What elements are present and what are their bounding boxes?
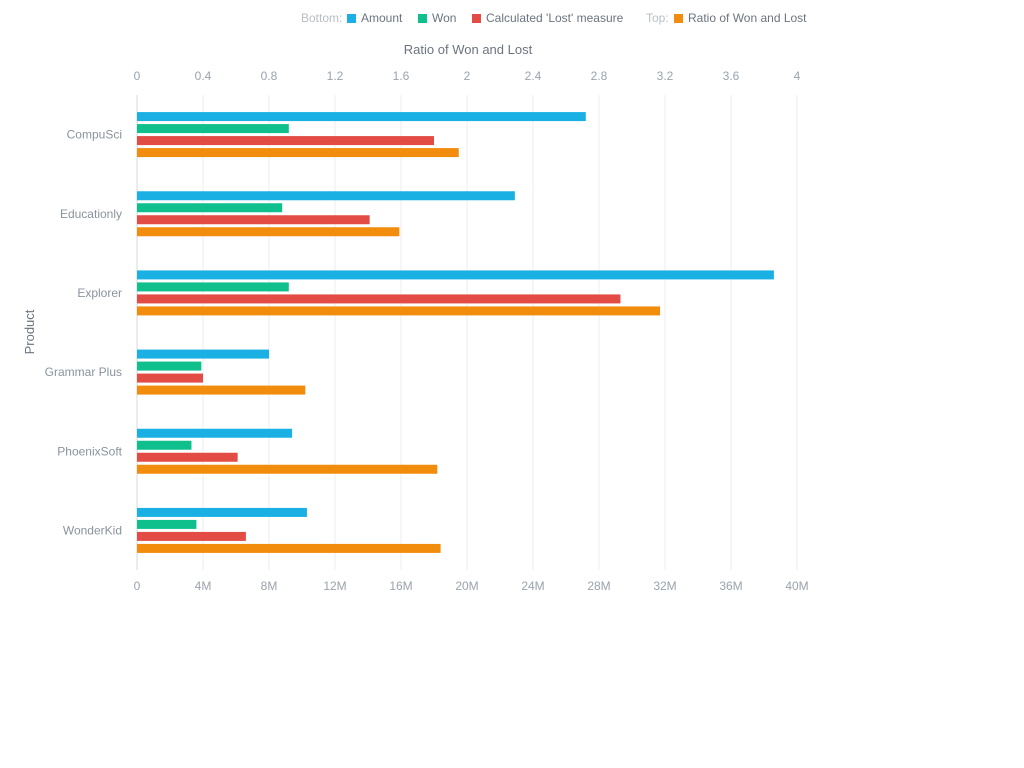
top-axis-tick-label: 2.4 <box>525 69 542 83</box>
bar <box>137 124 289 134</box>
bar <box>137 227 400 237</box>
category-label: PhoenixSoft <box>57 444 122 458</box>
bar <box>137 507 307 517</box>
bar <box>137 361 202 371</box>
bar <box>137 440 192 450</box>
bar <box>137 294 621 304</box>
bottom-axis-tick-label: 4M <box>195 579 212 593</box>
bottom-axis-tick-label: 36M <box>719 579 742 593</box>
bottom-axis-tick-label: 0 <box>134 579 141 593</box>
bar <box>137 306 661 316</box>
bar <box>137 203 283 213</box>
bar <box>137 531 246 541</box>
bottom-axis-tick-label: 8M <box>261 579 278 593</box>
category-labels: CompuSci Educationly Explorer Grammar Plus P… <box>45 128 123 538</box>
legend-top-group-label: Top: <box>646 11 669 25</box>
top-axis-tick-label: 0 <box>134 69 141 83</box>
legend-swatch <box>347 14 356 23</box>
top-axis-tick-label: 0.4 <box>195 69 212 83</box>
bar <box>137 349 269 359</box>
bottom-axis-tick-label: 20M <box>455 579 478 593</box>
category-label: Educationly <box>60 207 122 221</box>
legend-item-label: Won <box>432 11 456 25</box>
gridlines <box>136 95 798 570</box>
top-axis-tick-label: 1.6 <box>393 69 410 83</box>
bar <box>137 191 515 201</box>
bar <box>137 136 434 146</box>
bar <box>137 148 459 158</box>
legend-item-label: Amount <box>361 11 403 25</box>
top-axis-tick-label: 0.8 <box>261 69 278 83</box>
category-label: CompuSci <box>67 128 122 142</box>
legend: Bottom: Amount Won Calculated 'Lost' measu… <box>301 11 807 25</box>
top-axis-tick-label: 4 <box>794 69 801 83</box>
bar <box>137 452 238 462</box>
bottom-axis-tick-label: 12M <box>323 579 346 593</box>
bar <box>137 373 203 383</box>
bar <box>137 270 774 280</box>
category-label: Grammar Plus <box>45 365 122 379</box>
legend-item-label: Ratio of Won and Lost <box>688 11 807 25</box>
top-axis-tick-label: 2 <box>464 69 471 83</box>
top-axis-tick-label: 1.2 <box>327 69 344 83</box>
top-axis-tick-label: 3.6 <box>723 69 740 83</box>
bottom-axis-tick-label: 16M <box>389 579 412 593</box>
bar <box>137 112 586 122</box>
top-axis-title: Ratio of Won and Lost <box>404 42 533 57</box>
bottom-axis-tick-label: 32M <box>653 579 676 593</box>
bar <box>137 519 197 529</box>
bottom-axis-tick-label: 28M <box>587 579 610 593</box>
legend-bottom-group-label: Bottom: <box>301 11 342 25</box>
bar <box>137 428 293 438</box>
top-axis-tick-label: 3.2 <box>657 69 674 83</box>
bottom-axis-tick-label: 24M <box>521 579 544 593</box>
y-axis-title: Product <box>22 309 37 354</box>
bottom-axis-ticks: 0 4M 8M 12M 16M 20M 24M 28M 32M 36M 40M <box>134 579 809 593</box>
top-axis-ticks: 0 0.4 0.8 1.2 1.6 2 2.4 2.8 3.2 3.6 4 <box>134 69 801 83</box>
bar <box>137 385 306 395</box>
legend-swatch <box>418 14 427 23</box>
top-axis-tick-label: 2.8 <box>591 69 608 83</box>
bottom-axis-tick-label: 40M <box>785 579 808 593</box>
legend-swatch <box>472 14 481 23</box>
legend-swatch <box>674 14 683 23</box>
bars <box>137 112 774 553</box>
bar <box>137 215 370 225</box>
category-label: WonderKid <box>63 523 122 537</box>
bar <box>137 282 289 292</box>
bar <box>137 543 441 553</box>
legend-item-label: Calculated 'Lost' measure <box>486 11 624 25</box>
category-label: Explorer <box>77 286 122 300</box>
bar <box>137 464 438 474</box>
